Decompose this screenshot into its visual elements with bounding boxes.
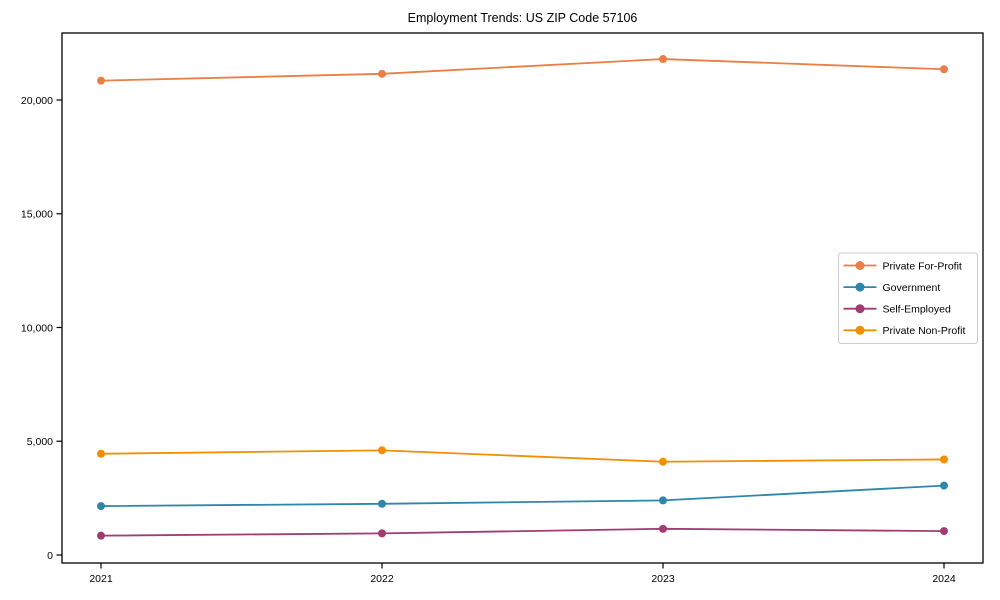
- y-tick-label: 5,000: [27, 436, 53, 448]
- data-point-government-2024: [940, 481, 948, 490]
- legend-label: Self-Employed: [883, 304, 951, 316]
- data-point-private-non-profit-2024: [940, 455, 948, 464]
- legend-label: Private For-Profit: [883, 260, 962, 272]
- x-axis: 2021 2022 2023 2024: [89, 563, 956, 585]
- x-tick-label: 2021: [89, 573, 113, 585]
- data-point-private-non-profit-2023: [659, 457, 667, 466]
- legend-entry-government: Government: [843, 282, 941, 294]
- legend-label: Government: [883, 282, 941, 294]
- series-private-non-profit: [97, 446, 948, 466]
- y-axis: 0 5,000 10,000 15,000 20,000: [21, 95, 62, 562]
- x-tick-label: 2022: [370, 573, 394, 585]
- legend-marker-sample: [855, 261, 865, 270]
- series-government: [97, 481, 948, 511]
- series-private-for-profit: [97, 55, 948, 85]
- legend-entry-private-non-profit: Private Non-Profit: [843, 325, 966, 337]
- data-point-self-employed-2021: [97, 531, 105, 540]
- data-point-private-non-profit-2022: [378, 446, 386, 455]
- y-tick-label: 20,000: [21, 95, 53, 107]
- y-tick-label: 10,000: [21, 322, 53, 334]
- data-point-government-2022: [378, 499, 386, 508]
- legend-label: Private Non-Profit: [883, 325, 966, 337]
- data-point-self-employed-2022: [378, 529, 386, 538]
- series-self-employed: [97, 524, 948, 540]
- data-point-private-for-profit-2021: [97, 76, 105, 85]
- data-point-private-for-profit-2022: [378, 69, 386, 78]
- series-line-self-employed: [100, 527, 945, 537]
- legend: Private For-Profit Government Self-Employe…: [838, 252, 978, 344]
- data-point-self-employed-2023: [659, 524, 667, 533]
- series-line-private-for-profit: [100, 58, 945, 82]
- data-point-government-2021: [97, 502, 105, 511]
- series-line-private-non-profit: [100, 449, 945, 463]
- data-point-private-non-profit-2021: [97, 449, 105, 458]
- data-point-government-2023: [659, 496, 667, 505]
- axes-spines: [61, 32, 984, 564]
- legend-box: [838, 252, 978, 344]
- legend-entry-self-employed: Self-Employed: [843, 304, 951, 316]
- x-tick-label: 2023: [651, 573, 675, 585]
- y-tick-label: 0: [47, 550, 53, 562]
- x-tick-label: 2024: [932, 573, 956, 585]
- series-line-government: [100, 484, 945, 507]
- y-tick-label: 15,000: [21, 209, 53, 221]
- data-point-self-employed-2024: [940, 527, 948, 536]
- legend-marker-sample: [855, 304, 865, 314]
- data-point-private-for-profit-2024: [940, 65, 948, 74]
- data-point-private-for-profit-2023: [659, 55, 667, 64]
- chart-title: Employment Trends: US ZIP Code 57106: [408, 11, 638, 25]
- legend-marker-sample: [855, 325, 865, 335]
- legend-marker-sample: [855, 282, 865, 292]
- legend-entry-private-for-profit: Private For-Profit: [843, 260, 962, 272]
